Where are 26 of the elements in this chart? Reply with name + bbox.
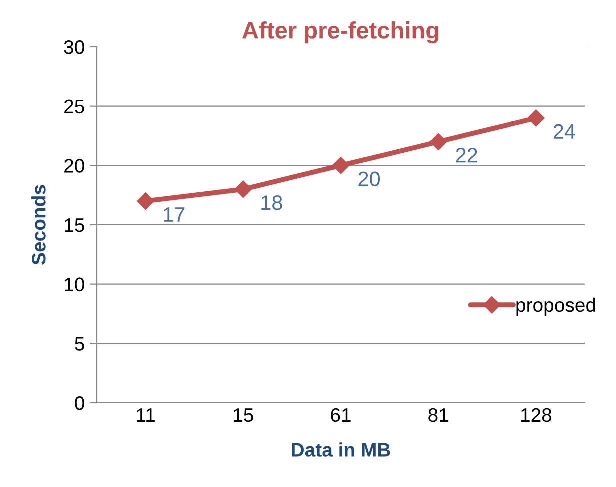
chart-title: After pre-fetching [242,22,438,44]
x-tick-label: 61 [331,408,351,422]
y-tick-label: 25 [64,100,84,114]
data-label: 24 [554,124,576,139]
point [528,110,545,127]
point [234,180,252,198]
x-tick-label: 11 [137,408,155,422]
y-tick-label: 30 [64,40,84,54]
point [430,133,448,150]
legend-label: proposed [516,298,596,316]
data-label: 22 [456,148,478,163]
data-label: 17 [164,208,185,222]
y-tick-label: 15 [65,218,84,232]
y-axis-title: Seconds [32,185,46,265]
data-label: 20 [358,172,380,187]
y-tick-label: 5 [75,337,84,351]
y-tick-label: 0 [75,396,84,410]
x-tick-label: 81 [428,408,448,422]
y-tick-label: 10 [65,278,84,292]
data-label: 18 [262,196,282,210]
y-tick-label: 20 [64,159,84,173]
x-tick-label: 128 [521,408,552,422]
x-tick-label: 15 [234,408,254,422]
point [137,192,154,210]
x-axis-title: Data in MB [292,442,390,457]
point [332,157,350,174]
